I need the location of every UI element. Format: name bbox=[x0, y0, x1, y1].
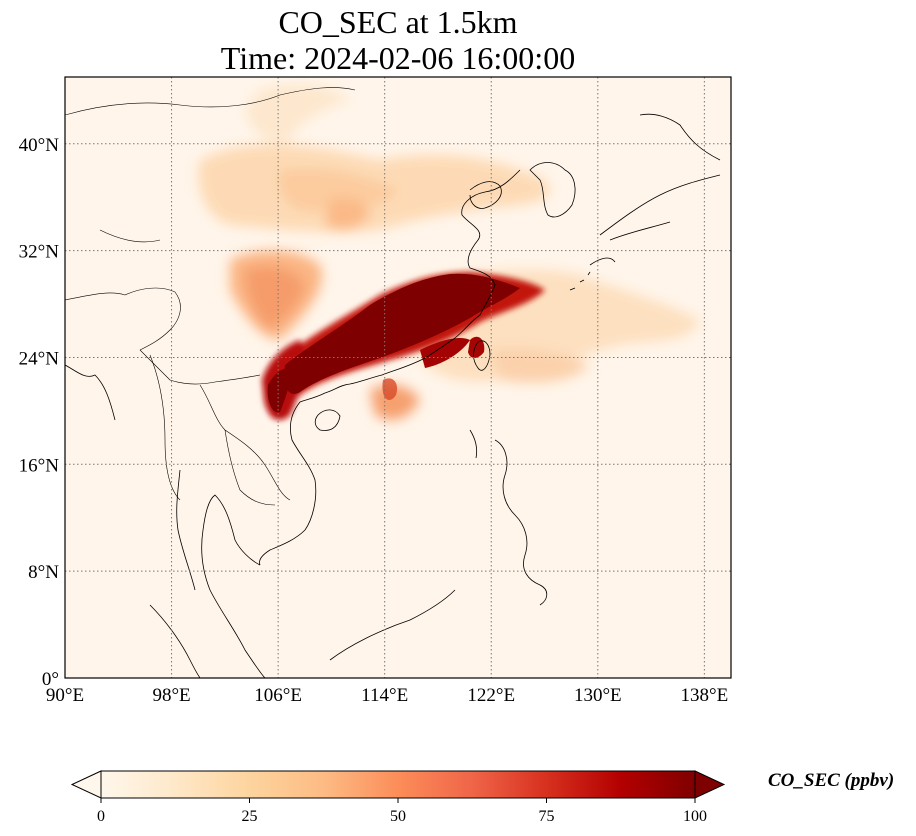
colorbar-label: CO_SEC (ppbv) bbox=[768, 770, 895, 791]
colorbar-gradient bbox=[101, 771, 695, 798]
map-frame bbox=[64, 76, 732, 679]
colorbar-tick-label: 0 bbox=[97, 808, 105, 825]
colorbar-tick-label: 25 bbox=[242, 808, 258, 825]
longitude-tick-label: 98°E bbox=[152, 685, 190, 706]
latitude-tick-label: 40°N bbox=[19, 135, 60, 156]
longitude-tick-label: 114°E bbox=[361, 685, 408, 706]
longitude-tick-label: 90°E bbox=[46, 685, 84, 706]
colorbar: 0 25 50 75 100 bbox=[70, 770, 726, 825]
concentration-field bbox=[198, 84, 700, 420]
latitude-tick-labels: 0° 8°N 16°N 24°N 32°N 40°N bbox=[19, 135, 60, 690]
longitude-tick-labels: 90°E 98°E 106°E 114°E 122°E 130°E 138°E bbox=[46, 685, 728, 706]
latitude-tick-label: 0° bbox=[42, 669, 59, 690]
map-time-subtitle: Time: 2024-02-06 16:00:00 bbox=[220, 40, 576, 76]
map-title: CO_SEC at 1.5km bbox=[278, 4, 518, 40]
longitude-tick-label: 122°E bbox=[467, 685, 515, 706]
colorbar-min-extend bbox=[70, 770, 102, 799]
colorbar-tick-label: 50 bbox=[390, 808, 406, 825]
latitude-tick-label: 8°N bbox=[28, 562, 59, 583]
longitude-tick-label: 138°E bbox=[681, 685, 729, 706]
longitude-tick-label: 106°E bbox=[254, 685, 302, 706]
latitude-tick-label: 24°N bbox=[19, 348, 60, 369]
colorbar-tick-label: 75 bbox=[539, 808, 555, 825]
plume-core bbox=[284, 273, 520, 394]
gridlines bbox=[65, 77, 731, 678]
latitude-tick-label: 32°N bbox=[19, 242, 60, 263]
colorbar-max-extend bbox=[694, 770, 726, 799]
colorbar-tick-label: 100 bbox=[683, 808, 707, 825]
coastlines bbox=[65, 87, 721, 678]
latitude-tick-label: 16°N bbox=[19, 455, 60, 476]
longitude-tick-label: 130°E bbox=[574, 685, 622, 706]
